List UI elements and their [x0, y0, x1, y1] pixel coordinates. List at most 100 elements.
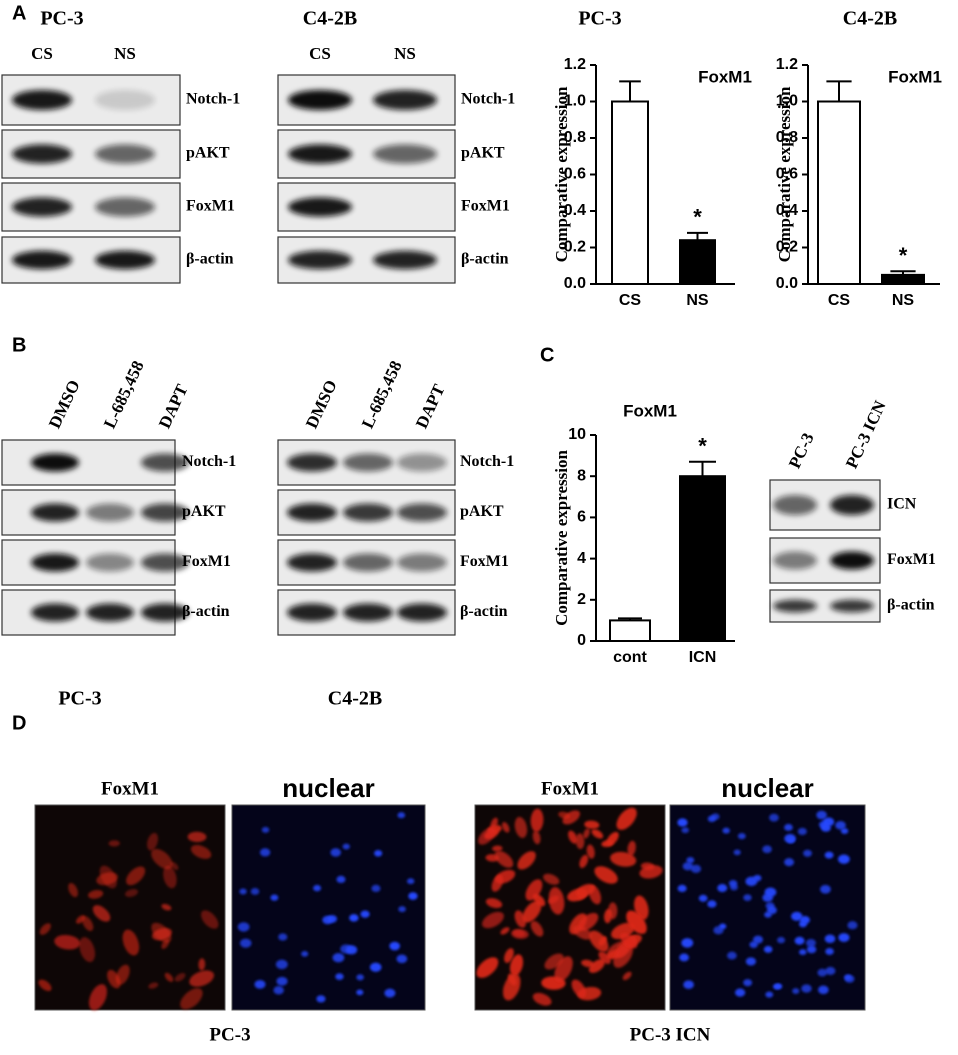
chart-annotation: FoxM1 — [888, 67, 942, 86]
bar — [679, 239, 716, 285]
cell — [92, 905, 111, 922]
nucleus — [840, 827, 849, 835]
nucleus — [799, 949, 807, 956]
nucleus — [775, 983, 783, 990]
cell — [578, 912, 599, 931]
nucleus — [794, 936, 805, 945]
bar — [881, 273, 925, 285]
cell — [500, 927, 510, 935]
bar — [817, 100, 861, 285]
cell — [576, 884, 596, 897]
blot-band — [397, 453, 447, 472]
x-tick-label: NS — [892, 292, 915, 309]
cell — [594, 866, 618, 884]
y-tick-label: 8 — [577, 467, 586, 484]
nucleus — [259, 848, 271, 857]
cell — [579, 854, 589, 869]
y-tick-label: 0.2 — [564, 239, 586, 256]
nucleus — [681, 827, 689, 834]
blot-band — [86, 603, 134, 622]
blot-band — [31, 553, 79, 572]
blot-band — [288, 90, 352, 110]
lane-label: CS — [31, 44, 53, 63]
y-tick-label: 4 — [577, 550, 586, 567]
row-label: β-actin — [461, 251, 509, 268]
lane-label: DAPT — [412, 381, 449, 432]
chart-title: C4-2B — [843, 8, 897, 30]
bar-chart: 0.0 0.2 0.4 0.6 0.8 1.0 1.2 CS * NS PC-3 FoxM1 Compa… — [552, 8, 752, 310]
blot-band — [141, 603, 189, 622]
row-label: β-actin — [186, 251, 234, 268]
y-tick-label: 0.8 — [776, 129, 798, 146]
cell — [478, 827, 496, 845]
cell — [622, 971, 632, 981]
western-blot: Notch-1 pAKT FoxM1 β-actin CS NS PC-3 — [1, 8, 240, 284]
blot-title: PC-3 — [40, 8, 83, 30]
nucleus — [278, 933, 288, 941]
cell — [485, 898, 503, 909]
cell — [96, 872, 118, 886]
nucleus — [835, 820, 846, 830]
nucleus — [345, 945, 358, 955]
nucleus — [698, 894, 708, 902]
cell — [164, 972, 174, 983]
blot-band — [12, 90, 72, 110]
lane-label: L-685,458 — [358, 358, 406, 432]
x-tick-label: ICN — [689, 649, 717, 666]
cell — [163, 865, 177, 889]
panel-label: B — [12, 334, 26, 356]
cell — [571, 979, 587, 998]
cell — [591, 829, 604, 839]
nucleus — [722, 827, 730, 834]
significance: * — [693, 205, 702, 230]
lane-label: PC-3 ICN — [842, 397, 890, 471]
blot-band — [287, 453, 337, 472]
image-caption: PC-3 — [209, 1024, 250, 1045]
blot-band — [95, 250, 155, 270]
bar — [611, 100, 649, 285]
cell — [152, 928, 172, 941]
x-tick-label: cont — [613, 649, 647, 666]
cell — [88, 889, 104, 899]
nucleus — [682, 862, 693, 871]
nucleus — [398, 906, 406, 913]
row-label: pAKT — [460, 503, 504, 520]
cell — [532, 992, 552, 1006]
y-tick-label: 0.8 — [564, 129, 586, 146]
lane-label: DAPT — [155, 381, 192, 432]
cell — [616, 807, 637, 830]
cell — [562, 810, 581, 825]
cell — [532, 830, 541, 845]
cell — [511, 929, 529, 939]
nucleus — [389, 941, 401, 951]
blot-caption: C4-2B — [328, 688, 382, 710]
nucleus — [825, 966, 836, 975]
y-axis-label: Comparative expression — [552, 86, 571, 262]
nucleus — [335, 973, 344, 980]
row-label: ICN — [887, 496, 917, 513]
panel-label: C — [540, 344, 554, 366]
cell — [187, 831, 207, 843]
nucleus — [733, 849, 741, 856]
nucleus — [679, 953, 689, 962]
blot-band — [287, 603, 337, 622]
nucleus — [753, 874, 762, 882]
blot-band — [343, 503, 393, 522]
blot-band — [373, 144, 437, 164]
nucleus — [374, 850, 383, 857]
nucleus — [847, 921, 858, 930]
lane-label: DMSO — [302, 377, 341, 431]
nucleus — [356, 974, 364, 981]
blot-band — [31, 503, 79, 522]
row-label: pAKT — [186, 145, 230, 162]
y-tick-label: 1.0 — [564, 93, 586, 110]
cell — [601, 840, 614, 848]
nucleus — [820, 823, 831, 832]
row-label: β-actin — [182, 603, 230, 620]
blot-band — [31, 453, 79, 472]
blot-title: C4-2B — [303, 8, 357, 30]
nucleus — [273, 986, 284, 995]
row-label: Notch-1 — [182, 453, 236, 470]
cell — [198, 958, 206, 971]
